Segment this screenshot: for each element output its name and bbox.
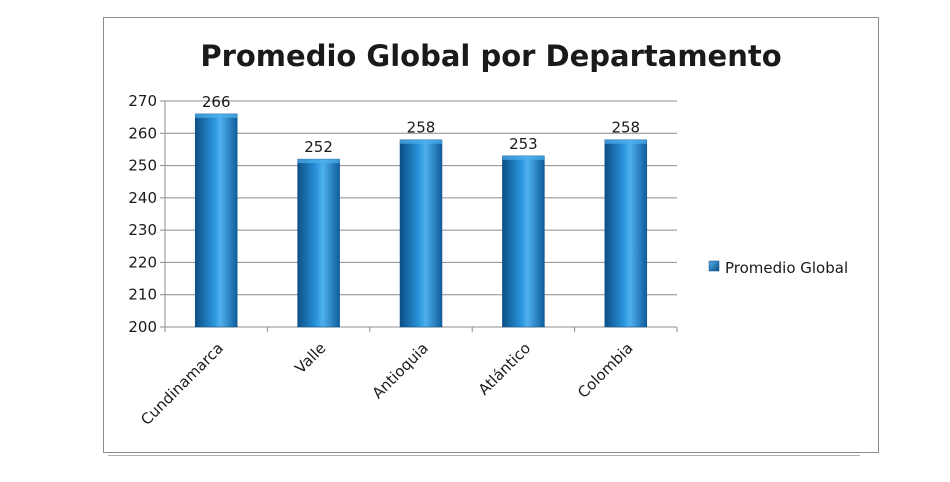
- y-tick-label: 230: [128, 221, 157, 239]
- y-tick-label: 210: [128, 286, 157, 304]
- y-tick-label: 260: [128, 124, 157, 142]
- bar-top-highlight: [195, 113, 238, 118]
- x-category-label: Atlántico: [475, 339, 535, 399]
- bar: [399, 139, 443, 328]
- y-axis-ticks: 200 210 220 230 240 250 260 270: [128, 92, 157, 336]
- data-label: 253: [509, 135, 538, 153]
- data-labels: 266 252 258 253 258: [202, 93, 640, 156]
- bar: [297, 158, 340, 328]
- y-tick-label: 220: [128, 253, 157, 271]
- data-label: 258: [611, 119, 640, 137]
- x-axis-categories: Cundinamarca Valle Antioquia Atlántico Colom…: [137, 339, 636, 429]
- bar-top-highlight: [604, 139, 647, 144]
- frame-shadow-line: [108, 455, 860, 456]
- legend-swatch: [708, 260, 720, 272]
- bar-top-highlight: [502, 155, 545, 160]
- x-category-label: Cundinamarca: [137, 339, 227, 429]
- data-label: 266: [202, 93, 231, 111]
- bars: [194, 113, 648, 328]
- y-tick-label: 250: [128, 157, 157, 175]
- x-category-label: Valle: [291, 339, 329, 377]
- x-category-label: Antioquia: [369, 339, 432, 402]
- bar: [194, 113, 238, 328]
- y-tick-label: 240: [128, 189, 157, 207]
- y-tick-label: 200: [128, 318, 157, 336]
- bar-top-highlight: [297, 159, 340, 164]
- legend-label: Promedio Global: [725, 259, 848, 277]
- bar-top-highlight: [400, 139, 442, 144]
- data-label: 252: [304, 138, 333, 156]
- legend: Promedio Global: [708, 259, 848, 277]
- x-category-label: Colombia: [574, 339, 637, 402]
- data-label: 258: [407, 119, 436, 137]
- chart-title: Promedio Global por Departamento: [200, 39, 781, 73]
- bar: [604, 139, 648, 328]
- y-tick-label: 270: [128, 92, 157, 110]
- bar: [502, 155, 545, 328]
